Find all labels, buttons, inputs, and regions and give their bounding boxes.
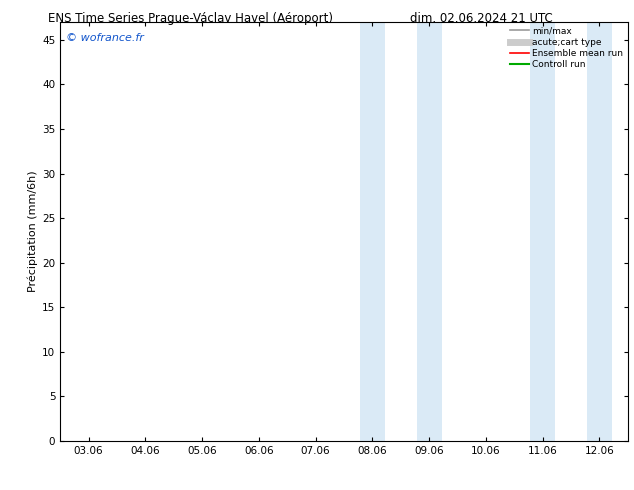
Bar xyxy=(417,22,441,441)
Legend: min/max, acute;cart type, Ensemble mean run, Controll run: min/max, acute;cart type, Ensemble mean … xyxy=(510,26,623,69)
Bar xyxy=(530,22,555,441)
Bar xyxy=(360,22,385,441)
Y-axis label: Précipitation (mm/6h): Précipitation (mm/6h) xyxy=(27,171,38,293)
Text: ENS Time Series Prague-Václav Havel (Aéroport): ENS Time Series Prague-Václav Havel (Aér… xyxy=(48,12,333,25)
Text: dim. 02.06.2024 21 UTC: dim. 02.06.2024 21 UTC xyxy=(410,12,553,25)
Bar xyxy=(587,22,612,441)
Text: © wofrance.fr: © wofrance.fr xyxy=(66,32,144,43)
